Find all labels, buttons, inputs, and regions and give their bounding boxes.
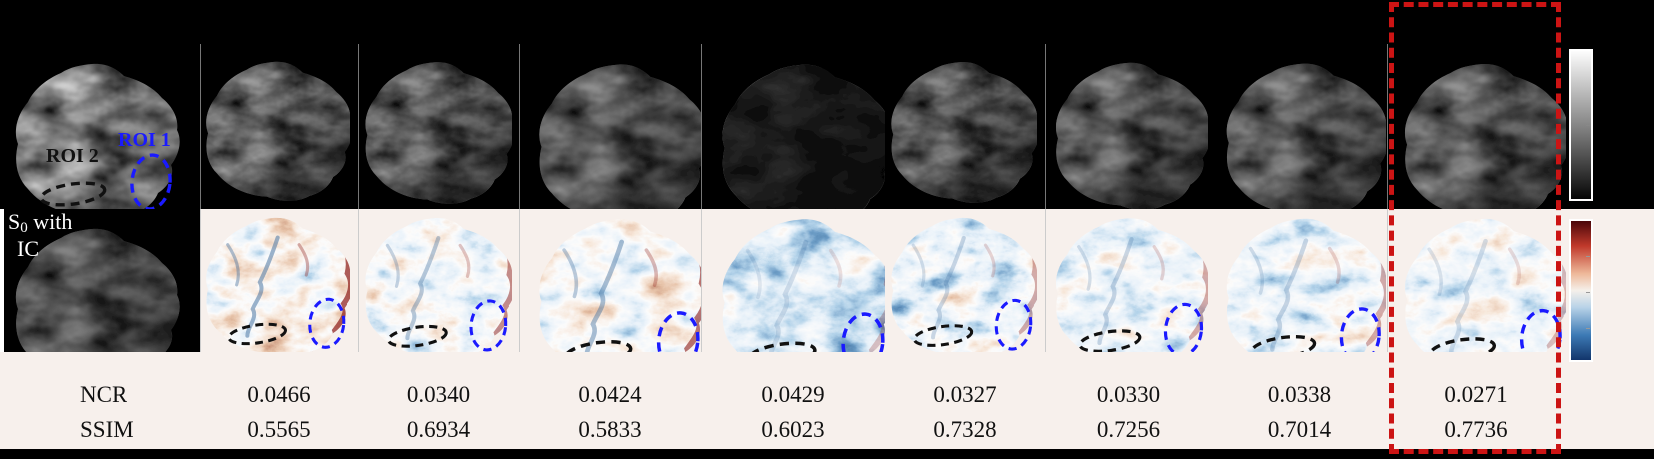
svg-text:ROI 2: ROI 2 [46, 145, 99, 167]
svg-text:ROI 1: ROI 1 [118, 129, 171, 151]
